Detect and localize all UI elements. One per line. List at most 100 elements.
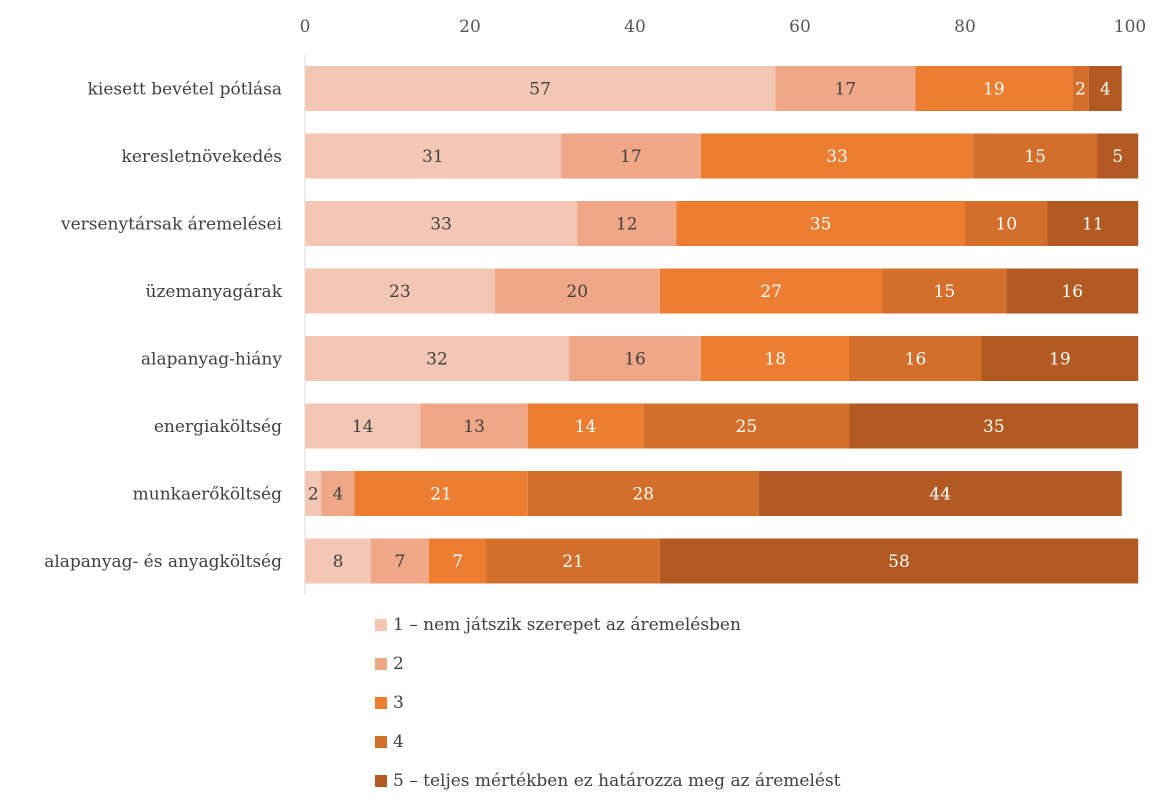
- data-label: 33: [826, 147, 848, 167]
- category-label: munkaerőköltség: [133, 485, 282, 505]
- category-label: versenytársak áremelései: [60, 215, 283, 235]
- bar-segment: [305, 66, 776, 111]
- legend-label: 1 – nem játszik szerepet az áremelésben: [393, 615, 741, 635]
- category-label: energiaköltség: [154, 417, 282, 437]
- legend-swatch: [375, 775, 387, 787]
- x-tick-label: 60: [789, 17, 811, 37]
- bar-segment: [1047, 201, 1139, 246]
- bar-segment: [882, 268, 1007, 314]
- category-label: alapanyag-hiány: [141, 350, 283, 370]
- x-tick-label: 100: [1114, 17, 1146, 37]
- bar-segment: [305, 538, 371, 584]
- bars: [305, 66, 1139, 584]
- data-label: 4: [333, 485, 344, 505]
- data-label: 13: [463, 417, 485, 437]
- data-label: 27: [760, 282, 782, 302]
- bar-segment: [973, 133, 1097, 179]
- data-label: 7: [394, 552, 405, 572]
- bar-segment: [420, 403, 528, 449]
- data-label: 4: [1100, 80, 1111, 100]
- data-label: 31: [422, 147, 444, 167]
- data-label: 10: [995, 215, 1017, 235]
- data-label: 35: [810, 215, 832, 235]
- legend-swatch: [375, 736, 387, 748]
- data-label: 15: [1024, 147, 1046, 167]
- legend-swatch: [375, 697, 387, 709]
- bar-segment: [527, 403, 644, 449]
- data-label: 14: [575, 417, 597, 437]
- bar-segment: [305, 201, 578, 246]
- data-label: 15: [934, 282, 956, 302]
- bar-segment: [305, 471, 322, 516]
- data-label: 57: [529, 80, 551, 100]
- data-label: 28: [632, 485, 654, 505]
- legend-label: 5 – teljes mértékben ez határozza meg az…: [393, 771, 841, 791]
- data-label: 19: [1049, 350, 1071, 370]
- data-label: 16: [1061, 282, 1083, 302]
- bar-segment: [676, 201, 965, 246]
- category-label: kiesett bevétel pótlása: [88, 80, 282, 100]
- category-label: üzemanyagárak: [146, 282, 283, 302]
- x-tick-label: 40: [624, 17, 646, 37]
- bar-segment: [915, 66, 1073, 111]
- data-label: 35: [983, 417, 1005, 437]
- data-label: 17: [620, 147, 642, 167]
- x-tick-label: 20: [459, 17, 481, 37]
- legend-swatch: [375, 619, 387, 631]
- bar-segment: [569, 336, 701, 381]
- bar-segment: [1097, 133, 1139, 179]
- data-label: 25: [736, 417, 758, 437]
- bar-segment: [371, 538, 429, 584]
- bar-segment: [305, 268, 495, 314]
- legend-label: 4: [393, 732, 404, 752]
- x-tick-label: 80: [954, 17, 976, 37]
- data-label: 11: [1082, 215, 1104, 235]
- bar-segment: [1088, 66, 1122, 111]
- bar-segment: [758, 471, 1122, 516]
- data-label: 21: [562, 552, 584, 572]
- bar-segment: [354, 471, 528, 516]
- data-label: 19: [983, 80, 1005, 100]
- data-label: 14: [352, 417, 374, 437]
- bar-segment: [305, 403, 421, 449]
- bar-segment: [527, 471, 759, 516]
- bar-segment: [981, 336, 1139, 381]
- data-label: 8: [333, 552, 344, 572]
- bar-segment: [701, 336, 850, 381]
- bar-segment: [321, 471, 355, 516]
- data-label: 5: [1112, 147, 1123, 167]
- data-label: 2: [1075, 80, 1086, 100]
- data-label: 16: [905, 350, 927, 370]
- data-label: 7: [452, 552, 463, 572]
- bar-segment: [965, 201, 1048, 246]
- bar-segment: [849, 336, 982, 381]
- data-label: 44: [929, 485, 951, 505]
- bar-segment: [849, 403, 1139, 449]
- data-label: 20: [566, 282, 588, 302]
- legend-label: 3: [393, 693, 404, 713]
- data-label: 12: [616, 215, 638, 235]
- category-label: keresletnövekedés: [122, 147, 282, 167]
- bar-segment: [701, 133, 974, 179]
- bar-segment: [560, 133, 701, 179]
- bar-segment: [1006, 268, 1139, 314]
- legend: 1 – nem játszik szerepet az áremelésben 2…: [375, 615, 841, 791]
- data-label: 23: [389, 282, 411, 302]
- legend-swatch: [375, 658, 387, 670]
- data-label: 58: [888, 552, 910, 572]
- bar-segment: [305, 336, 569, 381]
- bar-segment: [659, 538, 1139, 584]
- bar-segment: [494, 268, 660, 314]
- category-label: alapanyag- és anyagköltség: [44, 552, 282, 572]
- data-label: 21: [430, 485, 452, 505]
- data-label: 2: [308, 485, 319, 505]
- bar-segment: [305, 133, 561, 179]
- bar-segment: [775, 66, 916, 111]
- bar-segment: [428, 538, 487, 584]
- data-label: 18: [764, 350, 786, 370]
- bar-segment: [659, 268, 883, 314]
- x-tick-label: 0: [300, 17, 311, 37]
- data-label: 33: [430, 215, 452, 235]
